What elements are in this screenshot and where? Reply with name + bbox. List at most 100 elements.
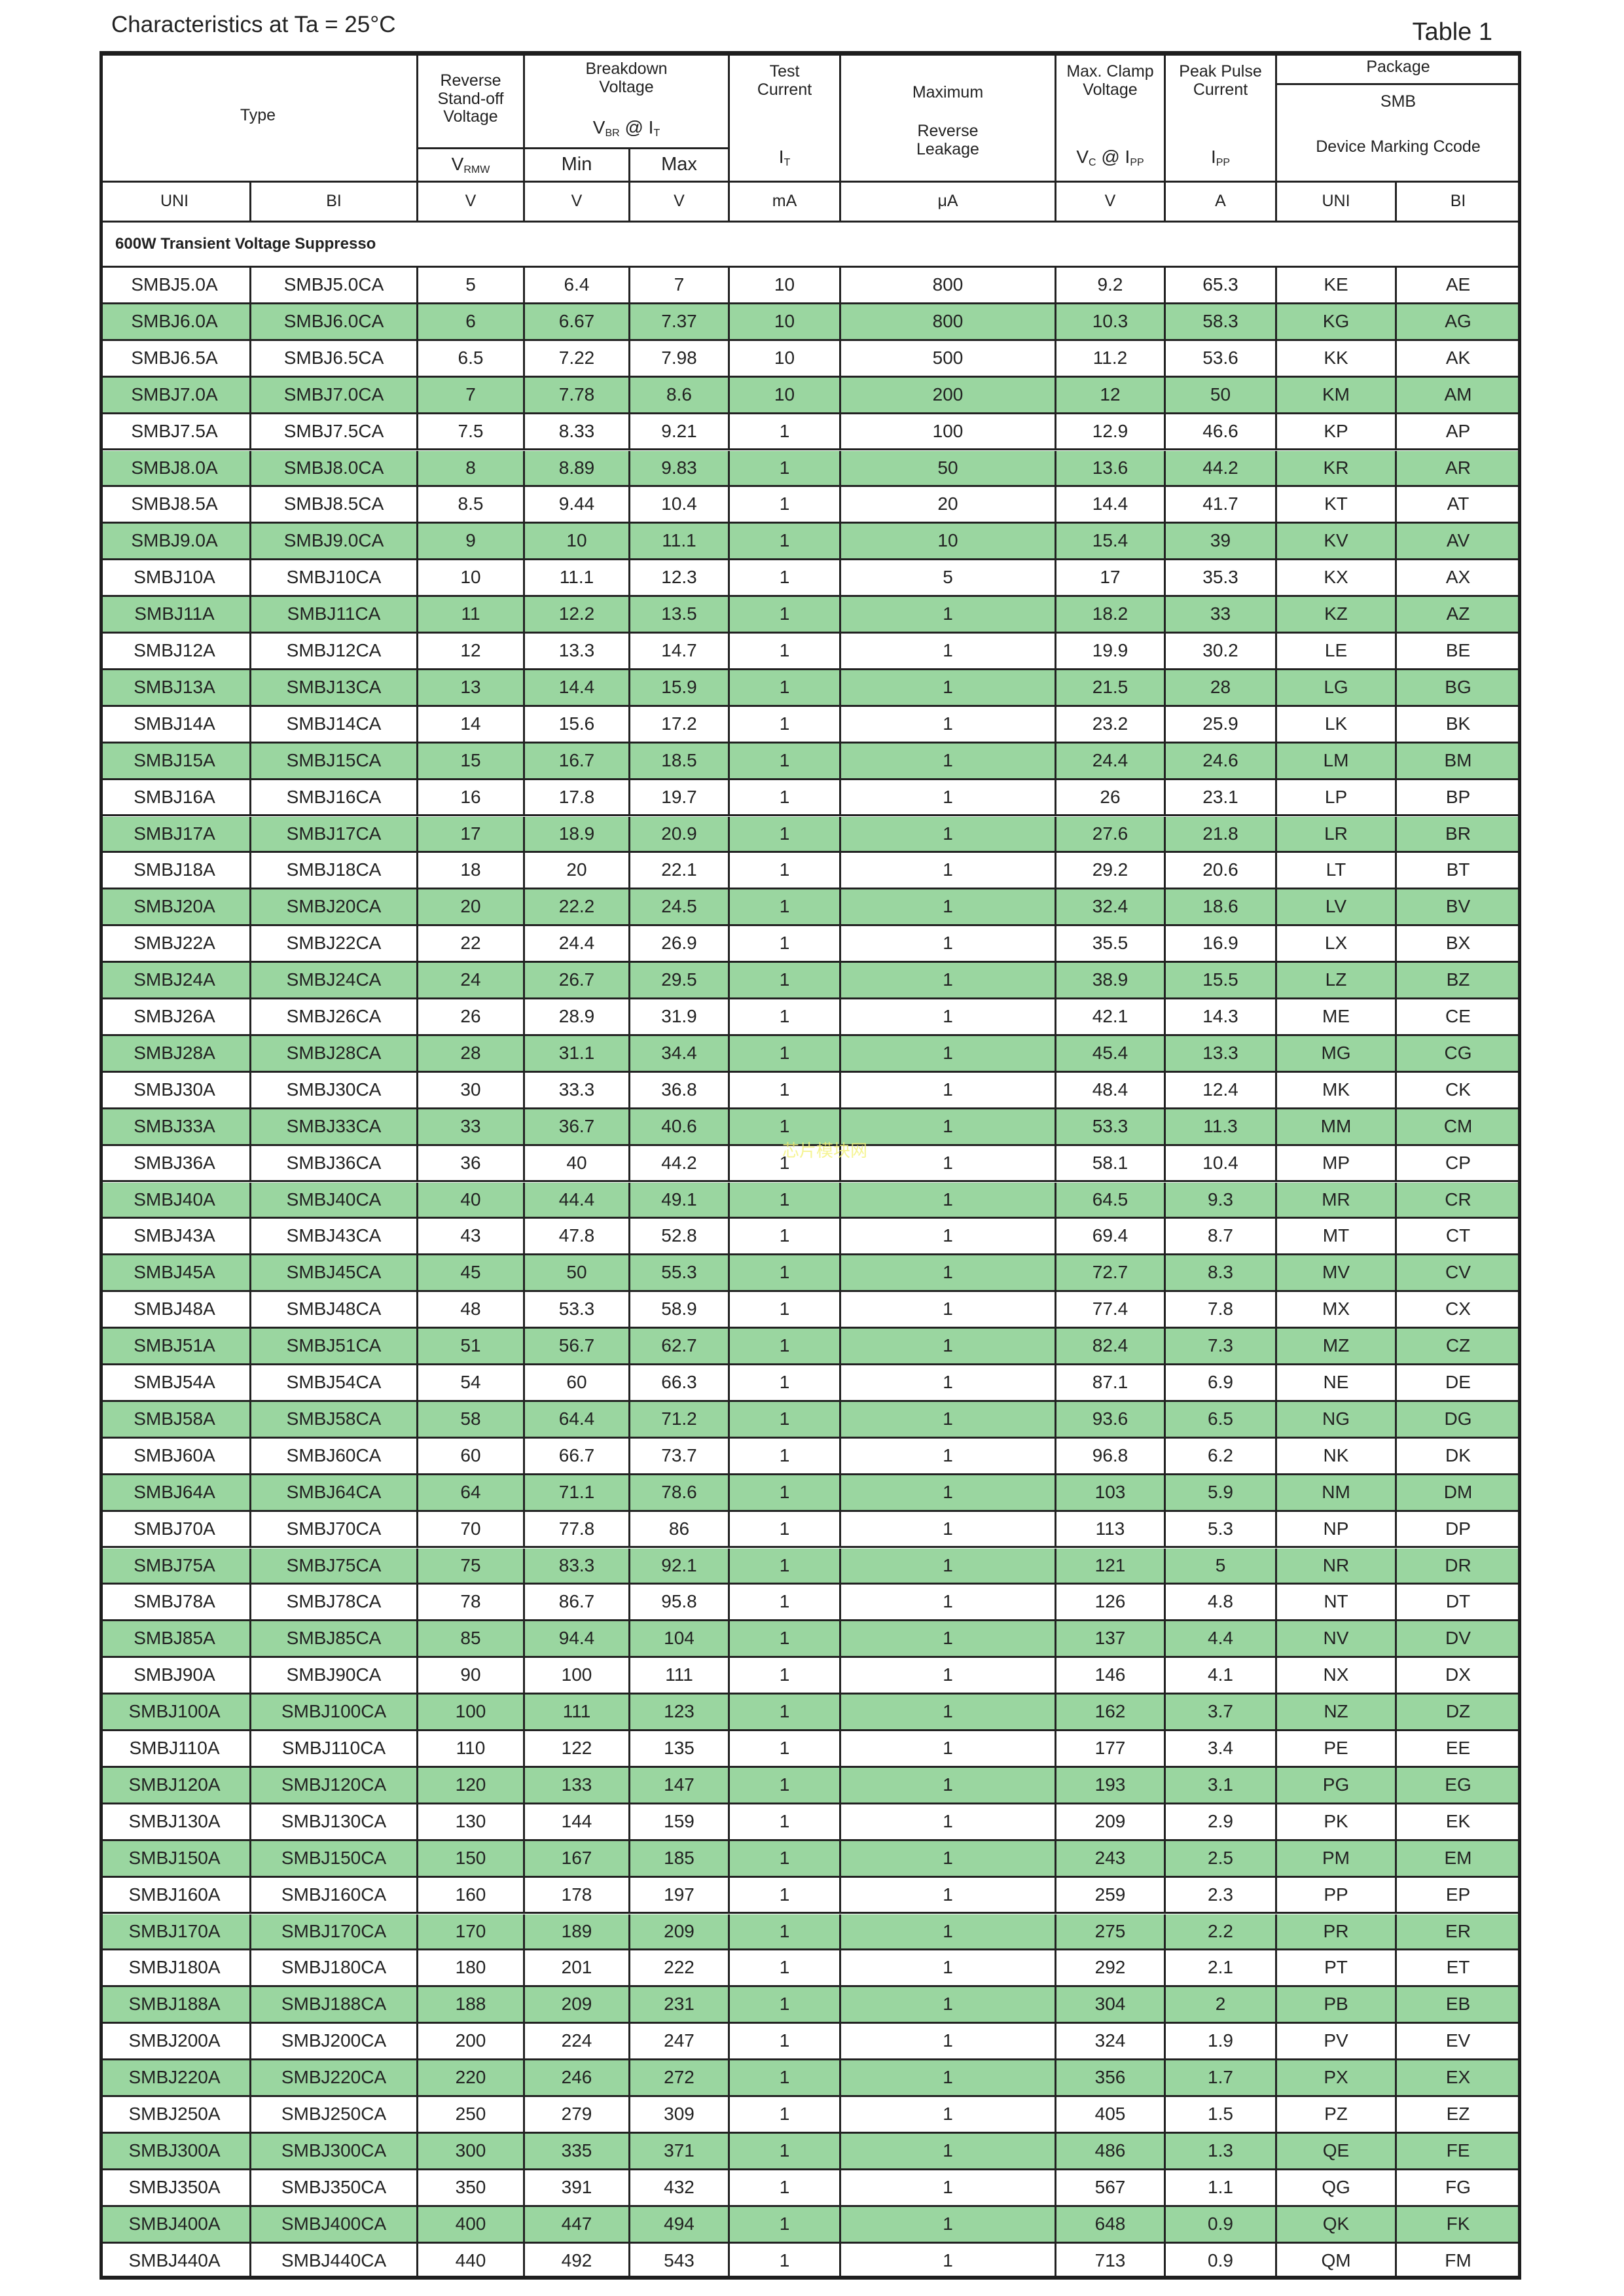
table-label: Table 1 — [1412, 18, 1492, 46]
cell-marking-uni: PT — [1277, 1950, 1397, 1988]
cell-text: SMBJ11CA — [287, 603, 381, 624]
cell-text: PM — [1322, 1847, 1350, 1868]
cell-text: 1 — [779, 2176, 790, 2197]
cell-type-bi: SMBJ22CA — [251, 926, 418, 963]
cell-text: 648 — [1094, 2213, 1126, 2234]
cell-text: SMBJ170A — [128, 1920, 221, 1941]
cell-vc: 35.5 — [1056, 926, 1166, 963]
cell-text: 16.9 — [1202, 933, 1238, 954]
cell-ir: 500 — [841, 340, 1056, 378]
cell-vrwm: 78 — [418, 1585, 525, 1622]
cell-it: 1 — [730, 780, 841, 817]
cell-type-uni: SMBJ45A — [99, 1255, 251, 1293]
cell-ipp: 50 — [1166, 377, 1277, 414]
cell-text: SMBJ40A — [134, 1189, 215, 1210]
cell-text: 432 — [664, 2176, 695, 2197]
cell-text: 800 — [932, 310, 964, 331]
cell-vrwm: 17 — [418, 816, 525, 853]
cell-text: 1 — [779, 1810, 790, 1831]
cell-vbr-min: 36.7 — [525, 1109, 630, 1146]
cell-text: 27.6 — [1092, 823, 1128, 844]
cell-ir: 800 — [841, 268, 1056, 304]
header-peak-pulse: Peak Pulse Current IPP — [1166, 51, 1277, 183]
cell-text: SMBJ43CA — [286, 1225, 382, 1246]
cell-text: MG — [1321, 1042, 1351, 1063]
cell-text: 52.8 — [661, 1225, 697, 1246]
cell-text: 1 — [779, 1335, 790, 1356]
cell-type-bi: SMBJ9.0CA — [251, 524, 418, 561]
cell-text: 8.7 — [1208, 1225, 1233, 1246]
cell-text: 1 — [779, 1920, 790, 1941]
cell-text: 123 — [664, 1701, 695, 1722]
cell-type-bi: SMBJ15CA — [251, 743, 418, 780]
cell-type-uni: SMBJ85A — [99, 1621, 251, 1659]
cell-vc: 648 — [1056, 2206, 1166, 2244]
cell-text: 1 — [779, 1225, 790, 1246]
cell-vbr-max: 231 — [630, 1987, 730, 2024]
cell-type-bi: SMBJ17CA — [251, 816, 418, 853]
cell-text: SMBJ250CA — [281, 2104, 387, 2125]
cell-vbr-min: 209 — [525, 1987, 630, 2024]
cell-it: 1 — [730, 1914, 841, 1951]
cell-text: 209 — [664, 1920, 695, 1941]
cell-text: 1 — [779, 1884, 790, 1905]
cell-vbr-min: 66.7 — [525, 1438, 630, 1475]
cell-type-uni: SMBJ110A — [99, 1731, 251, 1768]
cell-text: 1 — [779, 676, 790, 697]
header-text: Peak Pulse — [1179, 62, 1262, 81]
cell-vbr-max: 159 — [630, 1804, 730, 1841]
cell-ipp: 44.2 — [1166, 450, 1277, 488]
cell-vrwm: 51 — [418, 1329, 525, 1365]
cell-text: NX — [1323, 1664, 1349, 1685]
cell-text: 1 — [779, 969, 790, 990]
cell-text: SMBJ30A — [134, 1079, 215, 1100]
cell-vbr-max: 147 — [630, 1767, 730, 1804]
cell-vrwm: 20 — [418, 889, 525, 927]
cell-vc: 69.4 — [1056, 1219, 1166, 1256]
header-text: Breakdown — [585, 60, 668, 78]
cell-ipp: 2.5 — [1166, 1840, 1277, 1878]
cell-type-uni: SMBJ64A — [99, 1475, 251, 1512]
cell-type-uni: SMBJ7.0A — [99, 377, 251, 414]
cell-text: 11.1 — [559, 567, 594, 588]
cell-vc: 10.3 — [1056, 304, 1166, 341]
cell-it: 1 — [730, 524, 841, 561]
cell-text: 75 — [460, 1554, 481, 1575]
cell-text: 8.33 — [558, 420, 595, 441]
cell-text: KZ — [1324, 603, 1348, 624]
cell-text: SMBJ12A — [134, 640, 215, 661]
cell-text: LV — [1325, 896, 1347, 917]
cell-it: 1 — [730, 634, 841, 670]
cell-text: 350 — [455, 2176, 486, 2197]
cell-text: 162 — [1094, 1701, 1126, 1722]
cell-text: SMBJ110A — [129, 1738, 220, 1759]
cell-it: 1 — [730, 2170, 841, 2207]
cell-vrwm: 22 — [418, 926, 525, 963]
cell-text: BI — [326, 192, 342, 211]
cell-text: 104 — [664, 1628, 695, 1649]
cell-ipp: 5 — [1166, 1548, 1277, 1585]
cell-vrwm: 200 — [418, 2024, 525, 2061]
cell-text: 9.3 — [1208, 1189, 1233, 1210]
cell-it: 1 — [730, 1804, 841, 1841]
cell-ir: 1 — [841, 2024, 1056, 2061]
cell-text: NK — [1323, 1444, 1349, 1465]
cell-text: 10 — [774, 347, 795, 368]
cell-it: 10 — [730, 377, 841, 414]
cell-text: 21.5 — [1092, 676, 1128, 697]
cell-text: 147 — [664, 1774, 695, 1795]
cell-vbr-min: 33.3 — [525, 1072, 630, 1109]
cell-ir: 1 — [841, 1219, 1056, 1256]
cell-text: 209 — [561, 1994, 592, 2015]
cell-type-uni: SMBJ11A — [99, 597, 251, 634]
cell-text: 12.2 — [558, 603, 595, 624]
cell-type-uni: SMBJ200A — [99, 2024, 251, 2061]
cell-vbr-min: 44.4 — [525, 1182, 630, 1219]
cell-text: FG — [1445, 2176, 1471, 2197]
cell-text: EV — [1445, 2030, 1471, 2051]
cell-text: 324 — [1094, 2030, 1126, 2051]
cell-text: AP — [1445, 420, 1471, 441]
cell-marking-uni: NR — [1277, 1548, 1397, 1585]
cell-text: DP — [1445, 1518, 1471, 1539]
cell-text: 170 — [455, 1920, 486, 1941]
